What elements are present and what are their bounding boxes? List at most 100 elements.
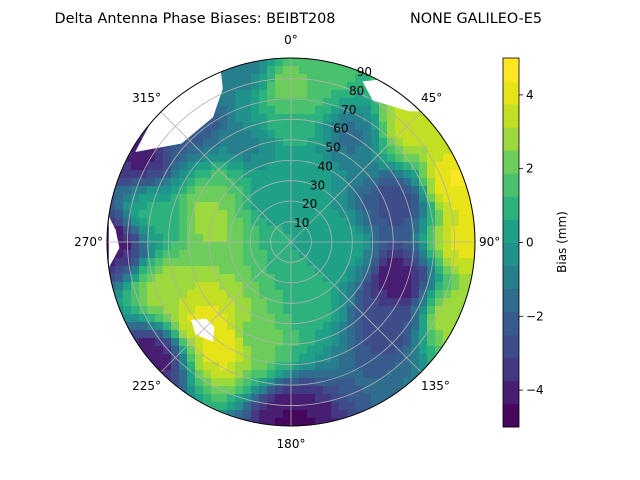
- contour-cell: [123, 170, 132, 179]
- contour-cell: [315, 394, 324, 403]
- contour-cell: [179, 386, 188, 395]
- contour-cell: [203, 266, 212, 275]
- contour-cell: [339, 298, 348, 307]
- contour-cell: [387, 378, 396, 387]
- contour-cell: [427, 354, 436, 363]
- contour-cell: [411, 298, 420, 307]
- contour-cell: [283, 346, 292, 355]
- contour-cell: [275, 218, 284, 227]
- contour-cell: [307, 122, 316, 131]
- contour-cell: [243, 250, 252, 259]
- contour-cell: [395, 106, 404, 115]
- contour-cell: [387, 178, 396, 187]
- contour-cell: [331, 322, 340, 331]
- contour-cell: [139, 202, 148, 211]
- colorbar-band: [503, 380, 519, 405]
- contour-cell: [195, 378, 204, 387]
- contour-cell: [163, 162, 172, 171]
- colorbar-tick-label: 2: [526, 162, 534, 176]
- contour-cell: [307, 178, 316, 187]
- contour-cell: [339, 266, 348, 275]
- contour-cell: [331, 266, 340, 275]
- contour-cell: [267, 298, 276, 307]
- contour-cell: [251, 234, 260, 243]
- contour-cell: [363, 386, 372, 395]
- contour-cell: [227, 194, 236, 203]
- contour-cell: [155, 170, 164, 179]
- contour-cell: [203, 386, 212, 395]
- contour-cell: [411, 338, 420, 347]
- contour-cell: [339, 170, 348, 179]
- contour-cell: [315, 178, 324, 187]
- contour-cell: [251, 266, 260, 275]
- contour-cell: [195, 250, 204, 259]
- contour-cell: [163, 330, 172, 339]
- contour-cell: [283, 330, 292, 339]
- contour-cell: [171, 290, 180, 299]
- contour-cell: [459, 322, 468, 331]
- contour-cell: [395, 282, 404, 291]
- contour-cell: [235, 130, 244, 139]
- contour-cell: [195, 138, 204, 147]
- contour-cell: [339, 330, 348, 339]
- contour-cell: [419, 162, 428, 171]
- contour-cell: [243, 170, 252, 179]
- contour-cell: [355, 266, 364, 275]
- contour-cell: [371, 306, 380, 315]
- contour-cell: [443, 194, 452, 203]
- contour-cell: [187, 386, 196, 395]
- contour-cell: [315, 58, 324, 67]
- contour-cell: [171, 338, 180, 347]
- contour-cell: [115, 290, 124, 299]
- chart-subtitle: NONE GALILEO-E5: [410, 11, 542, 27]
- contour-cell: [427, 170, 436, 179]
- contour-cell: [443, 306, 452, 315]
- contour-cell: [155, 234, 164, 243]
- contour-cell: [355, 82, 364, 91]
- contour-cell: [403, 370, 412, 379]
- contour-cell: [107, 274, 116, 283]
- radial-tick-label: 80: [349, 84, 364, 98]
- contour-cell: [315, 314, 324, 323]
- contour-cell: [267, 226, 276, 235]
- contour-cell: [275, 234, 284, 243]
- contour-cell: [243, 258, 252, 267]
- contour-cell: [443, 346, 452, 355]
- contour-cell: [451, 282, 460, 291]
- contour-cell: [139, 290, 148, 299]
- contour-cell: [219, 90, 228, 99]
- contour-cell: [347, 338, 356, 347]
- contour-cell: [379, 338, 388, 347]
- angular-tick-labels: 0°45°90°135°180°225°270°315°: [74, 33, 500, 451]
- contour-cell: [347, 154, 356, 163]
- contour-cell: [227, 146, 236, 155]
- contour-cell: [195, 338, 204, 347]
- contour-cell: [227, 66, 236, 75]
- contour-cell: [259, 290, 268, 299]
- contour-cell: [307, 314, 316, 323]
- contour-cell: [347, 266, 356, 275]
- angular-tick-label: 0°: [284, 33, 298, 47]
- contour-cell: [307, 186, 316, 195]
- contour-cell: [187, 202, 196, 211]
- contour-cell: [195, 186, 204, 195]
- contour-cell: [275, 266, 284, 275]
- contour-cell: [275, 410, 284, 419]
- colorbar-band: [503, 311, 519, 336]
- contour-cell: [411, 282, 420, 291]
- contour-cell: [251, 362, 260, 371]
- colorbar-band: [503, 81, 519, 105]
- contour-cell: [243, 378, 252, 387]
- contour-cell: [131, 282, 140, 291]
- contour-cell: [339, 354, 348, 363]
- contour-cell: [283, 162, 292, 171]
- contour-cell: [139, 266, 148, 275]
- contour-cell: [291, 322, 300, 331]
- contour-cell: [443, 202, 452, 211]
- contour-cell: [291, 290, 300, 299]
- contour-cell: [355, 130, 364, 139]
- contour-cell: [155, 178, 164, 187]
- contour-cell: [123, 178, 132, 187]
- contour-cell: [299, 74, 308, 83]
- contour-cell: [259, 258, 268, 267]
